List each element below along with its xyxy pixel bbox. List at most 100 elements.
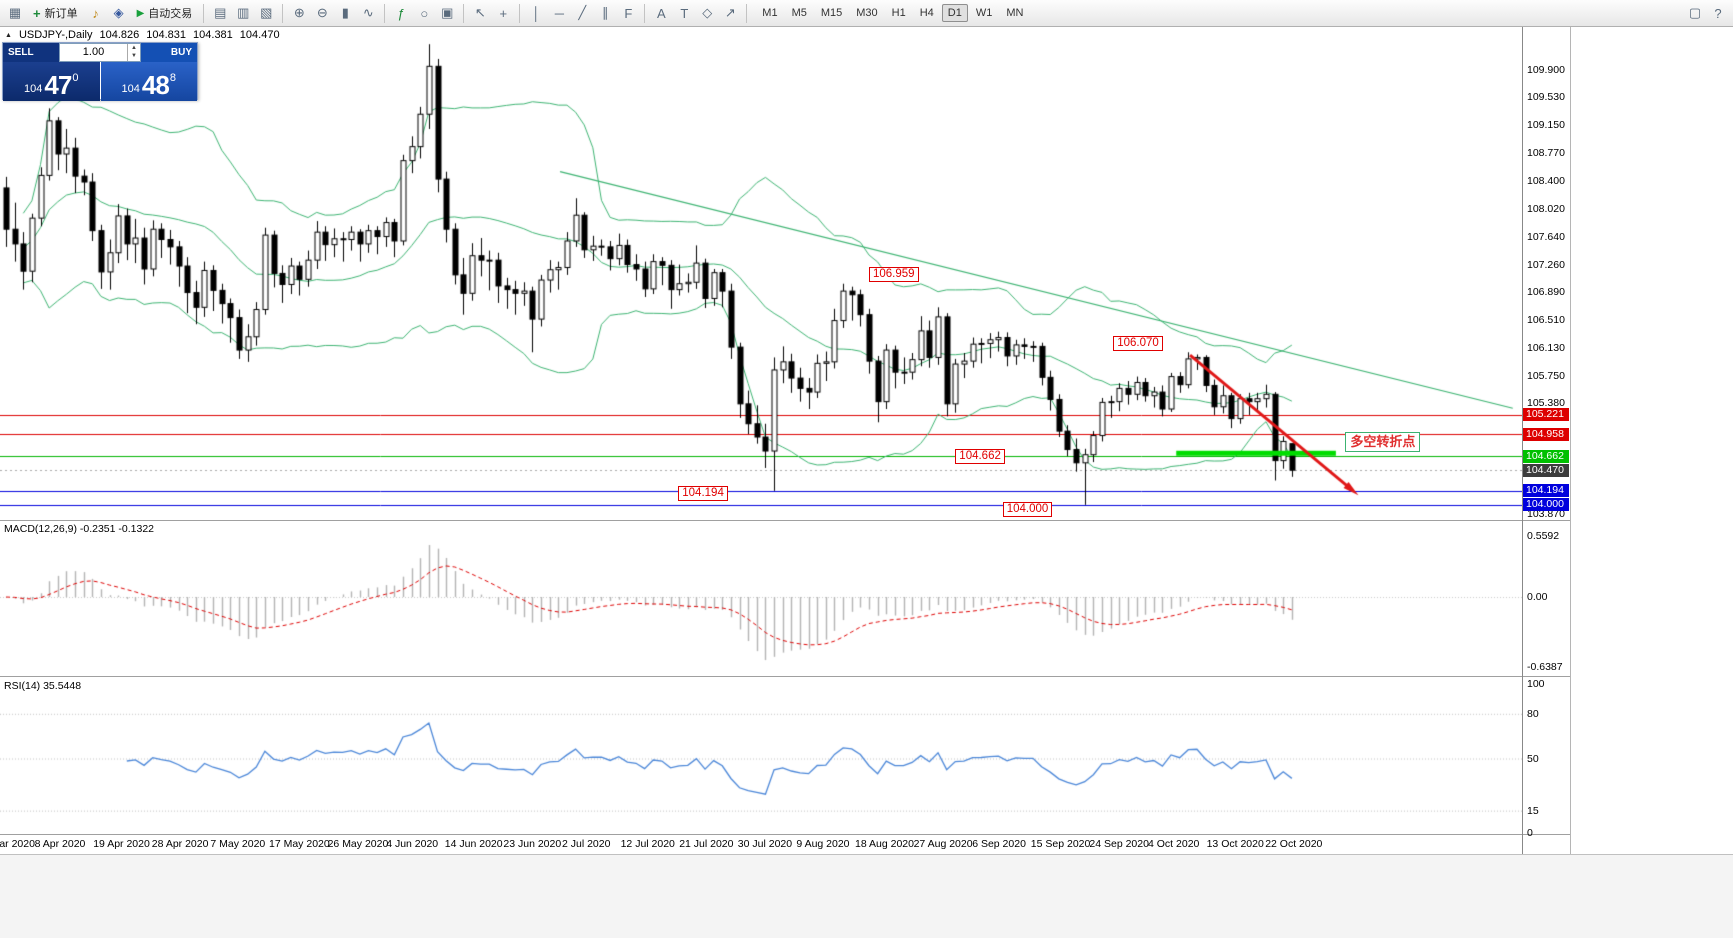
spin-down-icon[interactable]: ▼	[131, 53, 137, 59]
arrows-icon[interactable]: ↗	[724, 5, 736, 20]
toolbar-separator	[746, 3, 748, 23]
volume-stepper[interactable]: 1.00 ▲ ▼	[59, 43, 141, 62]
new-order-button[interactable]: + 新订单	[27, 3, 84, 24]
pane-separator[interactable]	[0, 676, 1570, 677]
date-axis-label: 18 Aug 2020	[855, 838, 914, 850]
timeframe-button-h4[interactable]: H4	[919, 7, 934, 19]
buy-price-prefix: 104	[121, 83, 140, 95]
date-axis-label: 13 Oct 2020	[1206, 838, 1264, 850]
tile-vertical-icon[interactable]: ▧	[260, 5, 273, 20]
price-scale-tick: 108.400	[1527, 174, 1565, 187]
indicators-icon[interactable]: ƒ	[397, 5, 405, 21]
price-scale-tick: 106.510	[1527, 313, 1565, 326]
price-scale-tick: 109.900	[1527, 64, 1565, 76]
buy-label: BUY	[141, 43, 197, 62]
spin-up-icon[interactable]: ▲	[131, 45, 137, 51]
price-chart-canvas[interactable]	[0, 28, 1522, 521]
macd-panel-canvas[interactable]	[0, 521, 1522, 676]
zoom-out-icon[interactable]: ⊖	[316, 5, 328, 20]
rsi-panel-canvas[interactable]	[0, 677, 1522, 834]
date-axis-label: 19 Apr 2020	[93, 838, 150, 850]
volume-value[interactable]: 1.00	[82, 46, 105, 58]
ohlc-close: 104.470	[239, 29, 280, 41]
macd-indicator-label: MACD(12,26,9) -0.2351 -0.1322	[4, 523, 154, 535]
autotrade-label: 自动交易	[148, 8, 193, 20]
line-chart-icon[interactable]: ∿	[362, 5, 374, 20]
text-icon[interactable]: A	[656, 5, 666, 21]
crosshair-icon[interactable]: +	[499, 5, 508, 21]
timeframe-button-mn[interactable]: MN	[1006, 7, 1024, 19]
price-scale-tag: 104.470	[1523, 463, 1569, 477]
toolbar-separator	[519, 3, 521, 23]
price-scale-tag: 104.958	[1523, 427, 1569, 441]
price-scale-tick: 106.130	[1527, 341, 1565, 354]
cursor-icon[interactable]: ↖	[474, 5, 486, 20]
price-scale-tick: 108.020	[1527, 202, 1565, 215]
horizontal-line-icon[interactable]: ─	[554, 5, 564, 21]
date-axis-label: 9 Aug 2020	[796, 838, 850, 850]
toolbar-separator	[203, 3, 205, 23]
toolbar-separator	[282, 3, 284, 23]
timeframe-button-m5[interactable]: M5	[791, 7, 807, 19]
sell-price-sup: 0	[72, 72, 79, 84]
date-axis-label: 8 Apr 2020	[34, 838, 86, 850]
timeframe-button-w1[interactable]: W1	[975, 7, 993, 19]
cascade-windows-icon[interactable]: ▤	[214, 5, 227, 20]
chart-ohlc-header: ▲ USDJPY-,Daily 104.826 104.831 104.381 …	[5, 29, 280, 41]
news-icon[interactable]: ◈	[113, 5, 124, 20]
price-scale-tick: 105.750	[1527, 369, 1565, 382]
template-icon[interactable]: ▣	[441, 5, 454, 20]
date-axis-label: 4 Jun 2020	[386, 838, 439, 850]
channel-icon[interactable]: ∥	[602, 5, 609, 20]
sell-button[interactable]: 104 47 0	[3, 62, 100, 101]
pane-separator[interactable]	[0, 520, 1570, 521]
sell-price-big: 47	[44, 70, 72, 100]
candle-chart-icon[interactable]: ▮	[341, 5, 349, 20]
toolbar-separator	[384, 3, 386, 23]
volume-spinner[interactable]: ▲ ▼	[127, 44, 140, 61]
price-scale-tag: 104.000	[1523, 498, 1569, 512]
timeframe-button-h1[interactable]: H1	[891, 7, 906, 19]
date-axis-label: 27 Aug 2020	[913, 838, 973, 850]
date-axis-label: 22 Oct 2020	[1265, 838, 1323, 850]
window-restore-icon[interactable]: ▢	[1688, 5, 1702, 20]
date-axis-label: 17 May 2020	[269, 838, 330, 850]
buy-price-sup: 8	[169, 72, 176, 84]
help-icon[interactable]: ?	[1714, 5, 1722, 21]
price-scale-tick: 105.380	[1527, 397, 1565, 410]
sell-label: SELL	[3, 43, 59, 62]
tile-horizontal-icon[interactable]: ▥	[237, 5, 250, 20]
price-scale-tick: 109.530	[1527, 91, 1565, 104]
timeframe-button-m1[interactable]: M1	[762, 7, 778, 19]
rsi-indicator-label: RSI(14) 35.5448	[4, 680, 82, 692]
fibonacci-icon[interactable]: F	[624, 5, 633, 21]
buy-button[interactable]: 104 48 8	[100, 62, 197, 101]
zoom-in-icon[interactable]: ⊕	[293, 5, 305, 20]
date-axis-label: 15 Sep 2020	[1030, 838, 1091, 850]
shapes-icon[interactable]: ◇	[702, 5, 713, 20]
timeframe-button-m15[interactable]: M15	[820, 7, 843, 19]
date-axis-label: 30 Jul 2020	[737, 838, 793, 850]
trendline-icon[interactable]: ╱	[578, 5, 587, 20]
autotrade-button[interactable]: ▶ 自动交易	[131, 3, 199, 24]
price-scale-tag: 104.662	[1523, 449, 1569, 463]
chart-window-border	[1570, 27, 1571, 854]
vertical-line-icon[interactable]: │	[532, 5, 541, 21]
date-axis-label: 6 Sep 2020	[972, 838, 1026, 850]
sound-icon[interactable]: ♪	[92, 5, 99, 21]
new-chart-icon[interactable]: ▦	[8, 5, 22, 20]
new-order-icon: +	[33, 5, 41, 21]
rsi-scale-label: 100	[1527, 678, 1545, 690]
play-icon: ▶	[136, 7, 145, 19]
price-scale-tag: 105.221	[1523, 408, 1569, 422]
date-axis-label: 12 Jul 2020	[620, 838, 675, 850]
one-click-collapse-icon[interactable]: ▲	[5, 31, 12, 39]
ohlc-low: 104.381	[193, 29, 233, 41]
macd-scale-label: 0.00	[1527, 591, 1548, 603]
period-icon[interactable]: ○	[420, 5, 429, 21]
timeframe-button-d1[interactable]: D1	[941, 4, 968, 22]
label-icon[interactable]: T	[680, 5, 689, 21]
timeframe-button-m30[interactable]: M30	[856, 7, 878, 19]
